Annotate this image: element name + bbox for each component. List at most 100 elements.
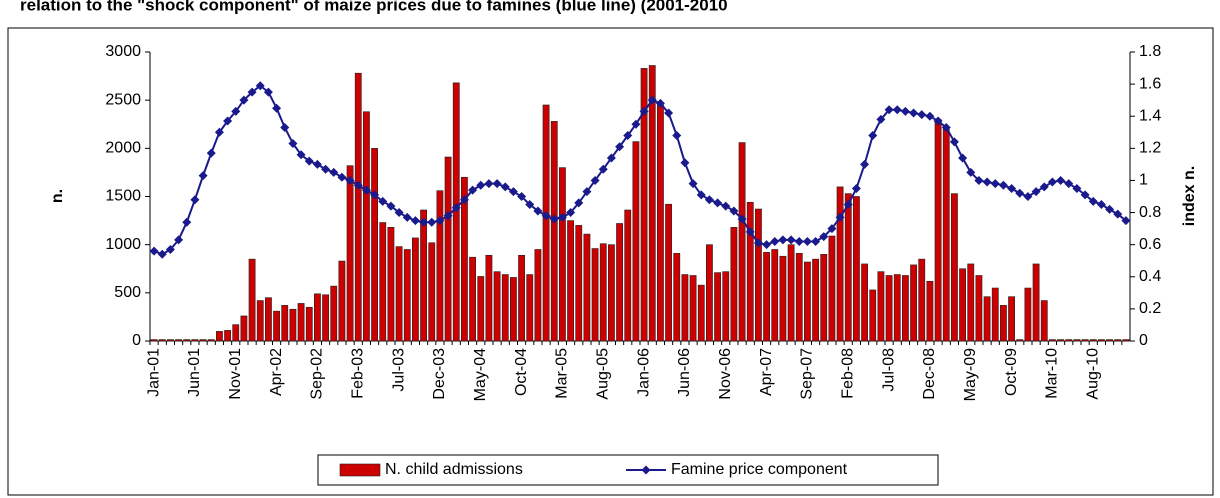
bar	[1057, 339, 1064, 342]
bar	[599, 243, 607, 342]
bar	[395, 246, 403, 342]
bar	[501, 274, 509, 342]
marker	[1039, 182, 1049, 192]
x-tick-label: Feb-03	[349, 348, 366, 399]
bar	[648, 65, 656, 342]
bar	[616, 223, 623, 342]
bar	[191, 339, 199, 342]
marker	[484, 179, 494, 189]
marker	[1031, 187, 1041, 197]
bar	[1065, 339, 1073, 342]
bar	[485, 254, 493, 342]
marker	[1105, 204, 1115, 214]
bar	[387, 227, 395, 342]
bar	[256, 300, 264, 342]
marker	[296, 150, 306, 160]
bar	[583, 233, 591, 342]
bar	[444, 156, 452, 342]
bar	[926, 280, 934, 342]
bar	[991, 287, 999, 342]
x-tick-label: Dec-08	[921, 348, 938, 400]
x-tick-label: Aug-05	[594, 348, 611, 400]
marker	[745, 227, 755, 237]
bar	[510, 277, 517, 342]
legend-box	[317, 454, 939, 486]
marker	[165, 244, 175, 254]
bar	[746, 201, 754, 342]
bar	[861, 263, 868, 342]
marker	[590, 175, 600, 185]
marker	[892, 105, 902, 115]
bar	[559, 167, 566, 342]
y2-tick-label: 1.4	[1139, 107, 1161, 124]
marker	[917, 110, 927, 120]
x-tick-label: Sep-02	[309, 348, 326, 400]
x-tick-label: Nov-06	[717, 348, 734, 400]
bar	[338, 260, 346, 342]
marker	[753, 238, 763, 248]
bar	[706, 244, 713, 342]
marker	[370, 190, 380, 200]
bar	[379, 222, 387, 342]
marker	[843, 200, 853, 210]
marker	[623, 130, 633, 140]
bar	[330, 285, 338, 342]
marker	[378, 196, 388, 206]
marker	[1072, 183, 1082, 193]
bar	[942, 128, 950, 342]
marker	[876, 114, 886, 124]
marker	[966, 167, 976, 177]
marker	[672, 130, 682, 140]
marker	[427, 217, 437, 227]
bar	[1049, 339, 1056, 342]
marker	[606, 153, 616, 163]
marker	[868, 130, 878, 140]
y-tick-label: 500	[114, 284, 141, 301]
bar	[477, 276, 485, 342]
bar	[248, 258, 256, 342]
bar	[265, 297, 272, 342]
x-tick-label: Jul-03	[390, 348, 407, 392]
marker	[631, 119, 641, 129]
marker	[451, 203, 461, 213]
marker	[337, 172, 347, 182]
bar	[657, 104, 664, 342]
bar	[346, 165, 354, 342]
bar	[853, 196, 860, 342]
bar	[175, 339, 182, 342]
bar	[877, 271, 885, 342]
bar	[526, 274, 534, 342]
marker	[1023, 192, 1033, 201]
marker	[410, 216, 420, 226]
marker	[933, 116, 943, 126]
bar	[934, 119, 942, 342]
bar	[869, 289, 877, 342]
marker	[247, 87, 257, 97]
bar	[1081, 339, 1089, 342]
bar	[755, 208, 762, 342]
marker	[549, 214, 559, 224]
bar	[240, 315, 248, 342]
x-tick-label: Mar-05	[554, 348, 571, 399]
bar	[836, 186, 844, 342]
bar	[1106, 339, 1113, 342]
bar	[289, 308, 297, 342]
chart-title: relation to the "shock component" of mai…	[20, 0, 728, 14]
bar	[967, 263, 975, 342]
marker	[900, 106, 910, 116]
marker	[223, 116, 233, 126]
bar	[975, 275, 983, 342]
marker	[704, 195, 714, 205]
marker	[190, 195, 200, 205]
bar	[640, 68, 648, 342]
marker	[1064, 179, 1074, 189]
bar	[689, 275, 697, 342]
bar	[167, 339, 174, 342]
marker	[174, 235, 184, 245]
marker	[517, 192, 527, 201]
marker	[525, 200, 535, 210]
y2-tick-label: 0.2	[1139, 300, 1161, 317]
y2-tick-label: 1.8	[1139, 43, 1161, 60]
bar	[910, 264, 917, 342]
bar	[575, 225, 583, 342]
